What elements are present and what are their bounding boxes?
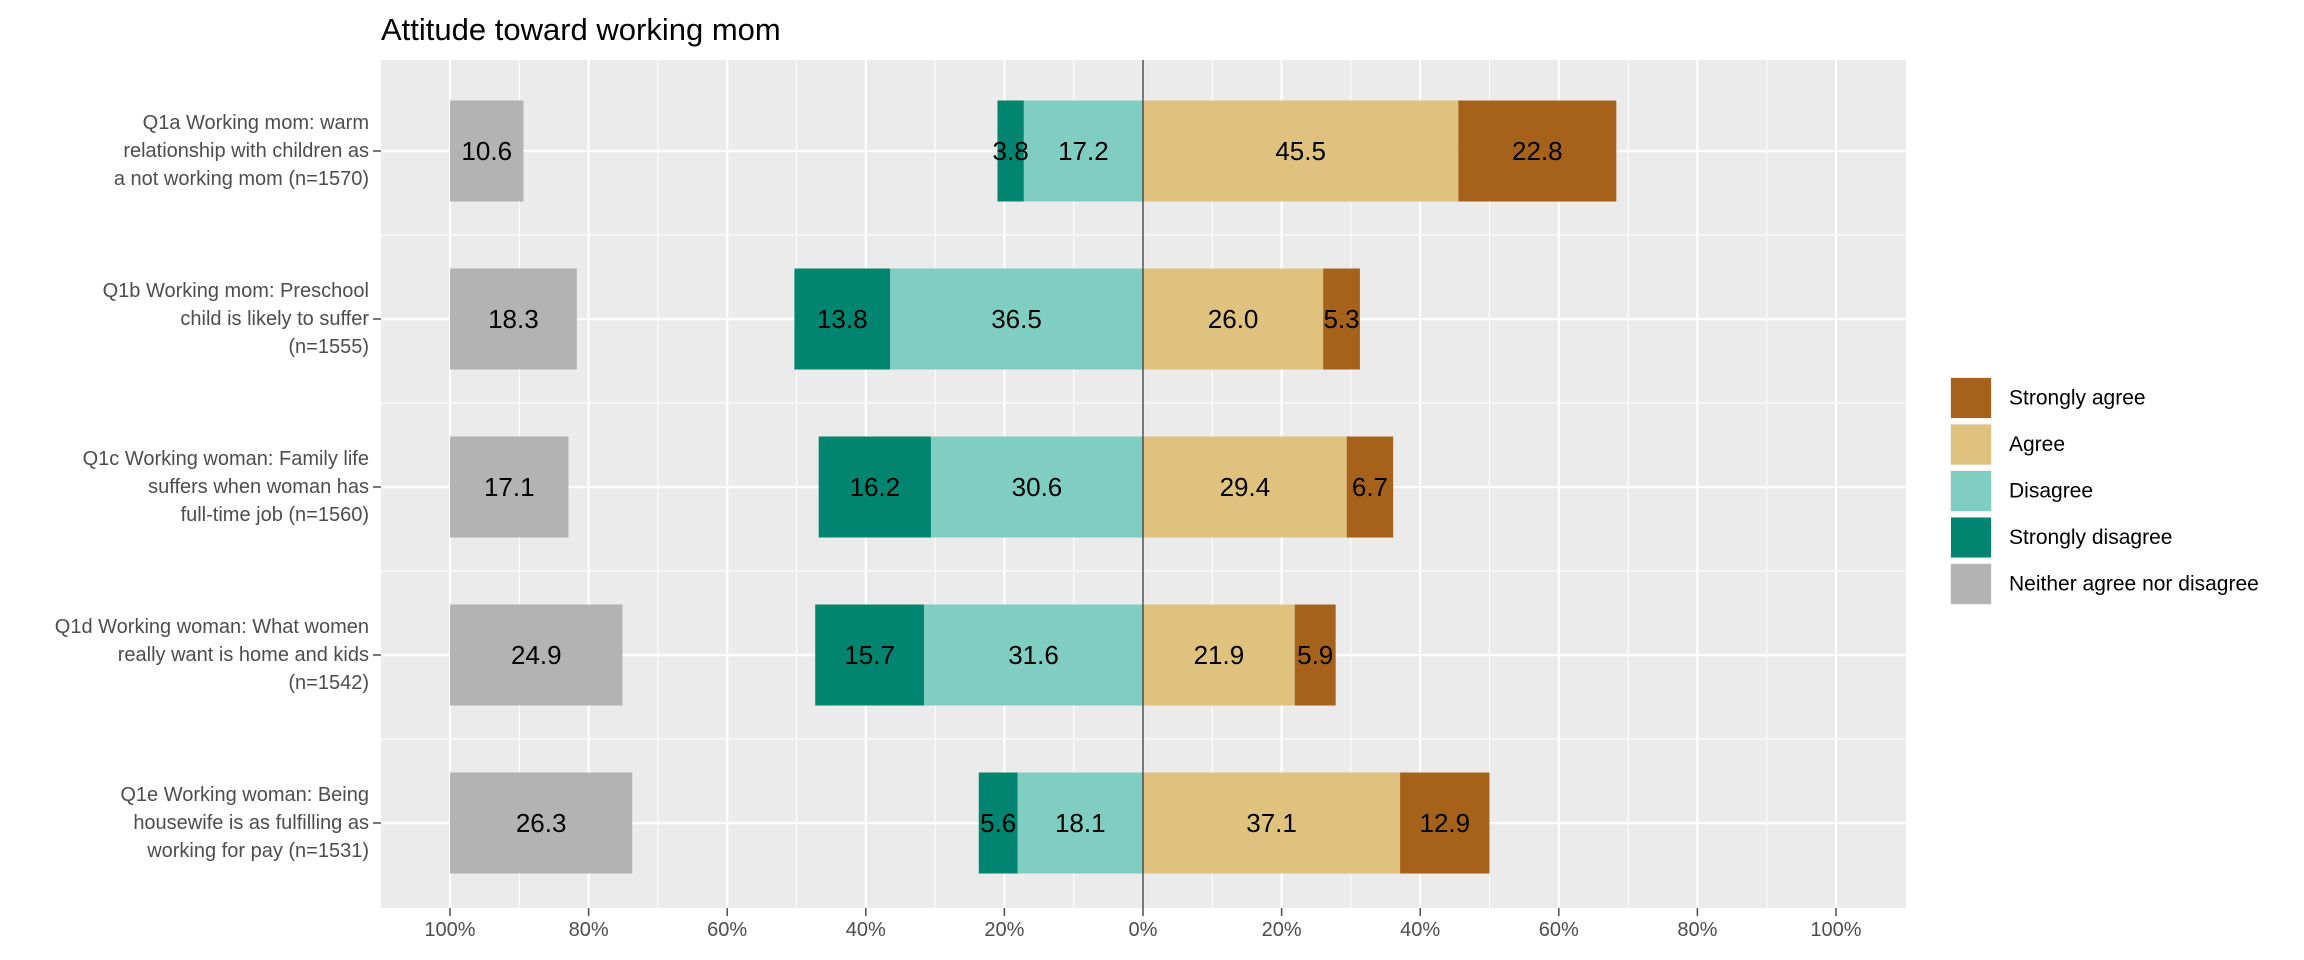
bar-disagree	[930, 436, 1143, 538]
bar-label: 45.5	[1275, 136, 1326, 166]
category-label: Q1d Working woman: What women really want…	[55, 616, 369, 694]
bar-labels: 17.2 3.8 45.5 22.8 10.6 36.5 13.8 26.0 5.3 18.3 30…	[461, 136, 1562, 838]
bar-strongly-disagree	[794, 268, 891, 370]
bar-label: 5.6	[980, 808, 1016, 838]
x-tick-label: 100%	[1810, 919, 1861, 941]
chart-title: Attitude toward working mom	[381, 12, 781, 47]
bar-agree	[1143, 268, 1324, 370]
bar-label: 18.3	[488, 304, 539, 334]
legend-label: Disagree	[2009, 480, 2093, 503]
legend-label: Strongly disagree	[2009, 526, 2172, 549]
legend-swatch-strongly-disagree	[1951, 517, 1991, 558]
x-tick-label: 80%	[1677, 919, 1717, 941]
bar-label: 17.2	[1058, 136, 1109, 166]
bar-neither-agree-nor-disagree	[450, 436, 569, 538]
bar-label: 15.7	[844, 640, 895, 670]
bar-strongly-disagree	[978, 772, 1018, 874]
bar-label: 18.1	[1055, 808, 1106, 838]
bar-neither-agree-nor-disagree	[450, 100, 524, 202]
bar-neither-agree-nor-disagree	[450, 604, 623, 706]
bar-label: 17.1	[484, 472, 535, 502]
bar-strongly-disagree	[815, 604, 925, 706]
x-tick-label: 0%	[1129, 919, 1158, 941]
bar-label: 5.3	[1323, 304, 1359, 334]
bar-neither-agree-nor-disagree	[450, 772, 633, 874]
bar-disagree	[890, 268, 1143, 370]
legend: Strongly agree Agree Disagree Strongly disa…	[1950, 377, 2259, 605]
x-axis: 100% 80% 60% 40% 20% 0% 20% 40% 60% 80% 100%	[424, 908, 1862, 941]
legend-label: Agree	[2009, 433, 2065, 456]
bar-neither-agree-nor-disagree	[450, 268, 577, 370]
x-tick-label: 80%	[569, 919, 609, 941]
legend-swatch-neither-agree-nor-disagree	[1951, 564, 1991, 604]
bars	[450, 100, 1617, 874]
bar-label: 29.4	[1220, 472, 1271, 502]
legend-swatch-disagree	[1951, 471, 1991, 511]
legend-label: Strongly agree	[2009, 387, 2146, 410]
x-tick-label: 40%	[1400, 919, 1440, 941]
bar-label: 26.0	[1208, 304, 1259, 334]
category-label: Q1a Working mom: warm relationship with c…	[114, 112, 369, 190]
bar-strongly-agree	[1294, 604, 1336, 706]
bar-label: 5.9	[1297, 640, 1333, 670]
x-tick-label: 20%	[984, 919, 1024, 941]
bar-label: 6.7	[1352, 472, 1388, 502]
bar-label: 37.1	[1246, 808, 1297, 838]
bar-agree	[1143, 604, 1295, 706]
category-label: Q1b Working mom: Preschool child is likel…	[103, 280, 370, 358]
bar-strongly-agree	[1400, 772, 1490, 874]
bar-agree	[1143, 100, 1459, 202]
bar-label: 30.6	[1012, 472, 1063, 502]
x-tick-label: 60%	[707, 919, 747, 941]
bar-agree	[1143, 772, 1401, 874]
bar-strongly-agree	[1323, 268, 1360, 370]
bar-label: 24.9	[511, 640, 562, 670]
bar-strongly-agree	[1346, 436, 1394, 538]
category-label: Q1e Working woman: Being housewife is as …	[120, 784, 369, 862]
bar-disagree	[1017, 772, 1143, 874]
legend-swatch-agree	[1951, 424, 1991, 465]
bar-strongly-disagree	[818, 436, 931, 538]
x-tick-label: 40%	[846, 919, 886, 941]
bar-strongly-disagree	[997, 100, 1024, 202]
category-label: Q1c Working woman: Family life suffers wh…	[83, 448, 369, 526]
bar-agree	[1143, 436, 1347, 538]
bar-label: 3.8	[993, 136, 1029, 166]
bar-label: 26.3	[516, 808, 567, 838]
bar-strongly-agree	[1458, 100, 1617, 202]
bar-label: 12.9	[1419, 808, 1470, 838]
y-axis: Q1a Working mom: warm relationship with c…	[55, 112, 381, 862]
bar-label: 16.2	[850, 472, 901, 502]
x-tick-label: 100%	[424, 919, 475, 941]
bar-label: 36.5	[991, 304, 1042, 334]
bar-label: 21.9	[1194, 640, 1245, 670]
legend-swatch-strongly-agree	[1951, 378, 1991, 418]
bar-label: 31.6	[1008, 640, 1059, 670]
bar-label: 10.6	[461, 136, 512, 166]
x-tick-label: 60%	[1539, 919, 1579, 941]
legend-label: Neither agree nor disagree	[2009, 573, 2259, 596]
bar-label: 22.8	[1512, 136, 1563, 166]
bar-disagree	[924, 604, 1143, 706]
x-tick-label: 20%	[1262, 919, 1302, 941]
bar-label: 13.8	[817, 304, 868, 334]
bar-disagree	[1023, 100, 1143, 202]
